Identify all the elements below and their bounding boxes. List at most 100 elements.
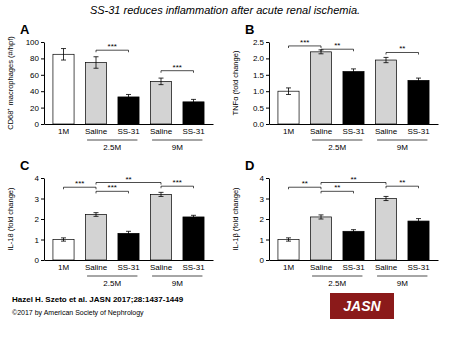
group-label: 2.5M [103, 143, 121, 152]
group-line [377, 276, 427, 277]
x-tick: 1M [58, 124, 69, 136]
marks [53, 49, 204, 124]
bar [310, 52, 331, 124]
significance-label: ** [350, 175, 356, 184]
error-bar [159, 78, 164, 85]
error-bar [286, 238, 291, 241]
x-tick-label: 1M [58, 263, 69, 272]
y-tick-mark [266, 178, 269, 179]
x-tick: Saline [375, 124, 398, 136]
y-tick: 2.0 [253, 54, 269, 63]
title: SS-31 reduces inflammation after acute r… [90, 4, 360, 16]
y-tick: 0.5 [253, 104, 269, 113]
y-tick-label: 3 [260, 195, 265, 204]
x-tick-label: SS-31 [342, 263, 365, 272]
bar [183, 217, 204, 260]
y-tick-mark [41, 108, 44, 109]
panel: 012341MSalineSS-31SalineSS-312.5M9M*****… [35, 174, 214, 288]
y-axis-line [44, 43, 45, 125]
marks [278, 50, 429, 124]
y-tick-label: 0.0 [253, 120, 265, 129]
x-tick: SS-31 [342, 260, 365, 272]
significance-label: ** [399, 178, 405, 187]
y-tick-mark [41, 58, 44, 59]
marks [278, 196, 429, 260]
error-bar [61, 238, 66, 241]
y-axis: 020406080100 [26, 38, 45, 129]
x-tick: SS-31 [407, 124, 430, 136]
panel-label: B [245, 22, 254, 37]
y-axis-line [269, 179, 270, 261]
y-tick: 1 [260, 236, 269, 245]
y-tick-label: 60 [30, 71, 39, 80]
x-tick-label: Saline [375, 263, 398, 272]
copyright: ©2017 by American Society of Nephrology [12, 309, 144, 317]
significance-label: *** [108, 183, 117, 192]
group-line [312, 276, 362, 277]
y-tick-mark [41, 199, 44, 200]
y-tick-mark [41, 124, 44, 125]
bar [85, 214, 106, 260]
x-tick: SS-31 [407, 260, 430, 272]
error-bar [191, 99, 196, 104]
y-tick-label: 0 [35, 120, 40, 129]
y-tick-label: 80 [30, 54, 39, 63]
y-tick-mark [266, 108, 269, 109]
y-tick-mark [266, 124, 269, 125]
y-tick-mark [266, 240, 269, 241]
x-tick-label: Saline [375, 127, 398, 136]
y-tick-mark [266, 42, 269, 43]
x-tick-label: SS-31 [117, 263, 140, 272]
y-axis-title: IL-18 (fold change) [6, 187, 15, 250]
panel: 0.00.51.01.52.02.51MSalineSS-31SalineSS-… [253, 38, 439, 152]
x-tick: Saline [375, 260, 398, 272]
y-axis-line [269, 43, 270, 125]
error-bar [159, 192, 164, 196]
logo-text: JASN [343, 298, 381, 314]
x-tick: SS-31 [182, 260, 205, 272]
error-bar [319, 215, 324, 219]
group-line [152, 140, 202, 141]
error-bar [191, 215, 196, 218]
y-tick-mark [41, 260, 44, 261]
x-axis: 1MSalineSS-31SalineSS-31 [270, 124, 439, 136]
x-tick: 1M [283, 124, 294, 136]
y-tick-mark [41, 42, 44, 43]
bar [375, 199, 396, 261]
y-tick-mark [266, 199, 269, 200]
panel-label: D [245, 158, 254, 173]
y-tick-label: 3 [35, 195, 40, 204]
y-tick: 20 [30, 104, 44, 113]
group-line [152, 276, 202, 277]
x-axis-line [45, 124, 214, 125]
bar [53, 240, 74, 261]
y-tick-label: 4 [35, 174, 40, 183]
x-tick: Saline [310, 124, 333, 136]
y-tick-mark [266, 58, 269, 59]
error-bar [126, 94, 131, 99]
y-tick-mark [41, 75, 44, 76]
x-tick: Saline [310, 260, 333, 272]
group-line [312, 140, 362, 141]
x-tick: Saline [85, 124, 108, 136]
y-tick-label: 1 [260, 236, 265, 245]
y-tick-mark [266, 91, 269, 92]
group-label: 9M [172, 279, 183, 288]
y-axis: 01234 [260, 174, 270, 265]
y-tick-label: 20 [30, 104, 39, 113]
group-line [87, 276, 137, 277]
x-tick-label: Saline [85, 127, 108, 136]
panel: 0204060801001MSalineSS-31SalineSS-312.5M… [26, 38, 214, 152]
x-tick-label: Saline [310, 127, 333, 136]
x-tick-label: SS-31 [117, 127, 140, 136]
y-tick: 2 [35, 215, 44, 224]
x-tick: 1M [283, 260, 294, 272]
y-tick: 3 [260, 195, 269, 204]
group-label: 9M [172, 143, 183, 152]
y-tick: 80 [30, 54, 44, 63]
bar [278, 91, 299, 124]
error-bar [384, 57, 389, 62]
significance-label: ** [334, 41, 340, 50]
y-tick-label: 0 [35, 256, 40, 265]
x-tick-label: SS-31 [182, 127, 205, 136]
